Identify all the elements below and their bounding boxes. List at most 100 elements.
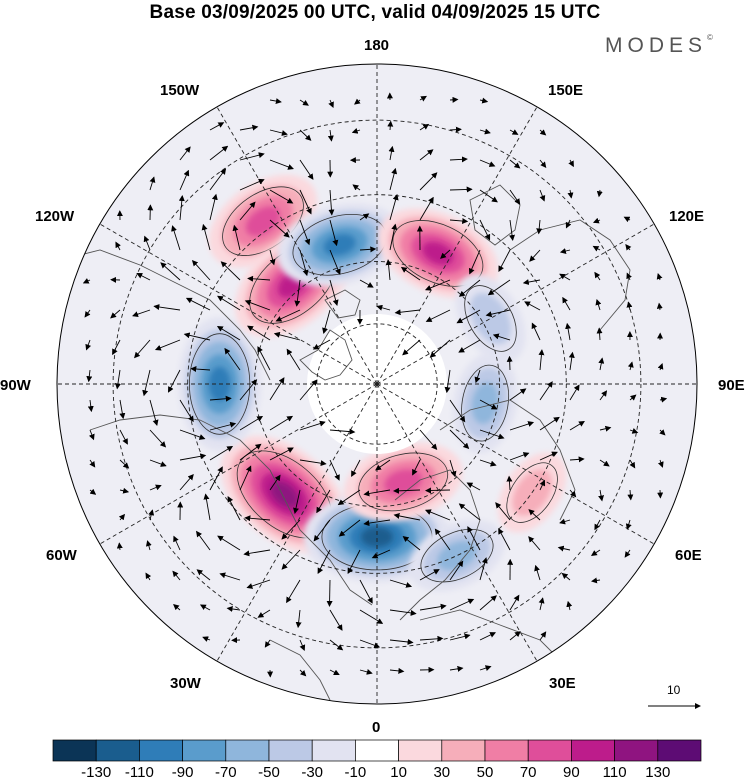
wind-vector-154 xyxy=(506,355,513,371)
wind-vector-139 xyxy=(531,322,541,341)
wind-vector-117 xyxy=(394,309,421,316)
wind-vector-85 xyxy=(625,244,632,251)
wind-vector-298 xyxy=(538,597,545,611)
wind-vector-285 xyxy=(591,577,601,584)
wind-vector-304 xyxy=(329,639,344,651)
wind-vector-172 xyxy=(569,384,580,401)
anomaly-kamchatka-high-level-4 xyxy=(422,241,454,266)
wind-vector-33 xyxy=(568,159,574,168)
lon-label-120e: 120E xyxy=(669,208,705,225)
wind-vector-100 xyxy=(487,279,511,296)
wind-vector-138 xyxy=(492,333,511,341)
wind-vector-281 xyxy=(479,557,488,581)
wind-vector-42 xyxy=(389,167,398,191)
wind-vector-120 xyxy=(485,309,511,318)
wind-vector-94 xyxy=(329,279,339,306)
wind-vector-204 xyxy=(375,459,391,471)
wind-vector-221 xyxy=(293,489,301,514)
wind-vector-240 xyxy=(281,519,301,540)
wind-vector-307 xyxy=(419,635,444,642)
wind-vector-45 xyxy=(479,189,498,203)
wind-vector-288 xyxy=(226,606,241,612)
map-title: Base 03/09/2025 00 UTC, valid 04/09/2025… xyxy=(149,2,601,23)
wind-vector-65 xyxy=(565,219,572,229)
wind-vector-90 xyxy=(191,259,211,281)
wind-vector-295 xyxy=(449,598,475,611)
wind-vector-196 xyxy=(149,459,167,467)
colorbar-swatch-12 xyxy=(571,739,615,762)
brand-name: MODES xyxy=(605,34,708,57)
colorbar-swatch-2 xyxy=(139,739,183,762)
wind-vector-158 xyxy=(627,361,634,371)
wind-vector-113 xyxy=(275,309,301,322)
wind-vector-190 xyxy=(569,420,585,431)
wind-vector-219 xyxy=(239,465,252,491)
wind-vector-141 xyxy=(596,327,603,341)
wind-vector-234 xyxy=(118,513,126,521)
wind-vector-180 xyxy=(209,421,237,431)
wind-vector-266 xyxy=(528,536,541,551)
wind-vector-81 xyxy=(498,249,511,272)
wind-vector-232 xyxy=(627,489,634,501)
wind-vector-80 xyxy=(468,249,481,275)
wind-vector-286 xyxy=(173,603,181,611)
wind-vector-211 xyxy=(599,459,610,467)
wind-vector-66 xyxy=(592,217,601,224)
wind-vector-63 xyxy=(509,219,516,241)
wind-vector-289 xyxy=(257,609,271,618)
wind-vector-245 xyxy=(424,509,451,521)
colorbar-swatch-13 xyxy=(614,739,659,762)
wind-vector-229 xyxy=(539,479,546,491)
brand-mark: © xyxy=(707,33,713,42)
wind-vector-273 xyxy=(219,572,241,581)
colorbar-tick-9: 50 xyxy=(476,764,494,781)
wind-vector-134 xyxy=(312,339,331,350)
wind-vector-249 xyxy=(559,518,571,525)
wind-vector-129 xyxy=(154,339,181,351)
wind-vector-319 xyxy=(479,665,492,671)
wind-vector-242 xyxy=(338,519,361,537)
meridian-240 xyxy=(99,223,378,385)
wind-vector-296 xyxy=(479,595,497,611)
streamline-med-low xyxy=(420,528,494,583)
wind-vector-150 xyxy=(257,346,271,371)
wind-vector-209 xyxy=(539,451,558,461)
wind-vector-16 xyxy=(449,126,462,133)
wind-vector-108 xyxy=(132,309,151,318)
wind-vectors xyxy=(82,92,668,678)
colorbar-tick-11: 90 xyxy=(563,764,580,781)
wind-vector-157 xyxy=(598,357,605,371)
wind-vector-162 xyxy=(149,399,159,426)
wind-vector-310 xyxy=(509,631,521,641)
wind-vector-280 xyxy=(449,560,464,581)
wind-vector-261 xyxy=(371,549,391,559)
wind-vector-276 xyxy=(326,579,333,607)
wind-vector-74 xyxy=(299,249,309,277)
lon-label-150e: 150E xyxy=(548,82,584,99)
wind-vector-256 xyxy=(217,535,241,551)
colorbar-swatch-3 xyxy=(182,739,227,762)
wind-vector-188 xyxy=(509,421,535,431)
reference-vector-label: 10 xyxy=(667,683,681,697)
anomaly-bering-low-level-4 xyxy=(323,233,356,256)
colorbar-tick-13: 130 xyxy=(645,764,671,781)
wind-vector-110 xyxy=(185,297,211,311)
wind-vector-135 xyxy=(402,339,421,356)
wind-vector-159 xyxy=(657,363,664,371)
streamline-kamchatka-high xyxy=(392,220,484,287)
wind-vector-44 xyxy=(449,186,473,193)
wind-vector-106 xyxy=(84,309,91,318)
wind-vector-68 xyxy=(115,241,121,251)
meridian-120 xyxy=(376,223,655,385)
colorbar-tick-0: -130 xyxy=(81,764,112,781)
wind-vector-237 xyxy=(203,493,211,521)
wind-vector-11 xyxy=(299,129,312,141)
wind-vector-12 xyxy=(327,129,334,142)
wind-vector-191 xyxy=(599,425,612,432)
wind-vector-303 xyxy=(299,639,306,652)
wind-vector-294 xyxy=(419,603,447,611)
wind-vector-37 xyxy=(239,178,265,191)
wind-vector-146 xyxy=(142,369,151,397)
wind-vector-57 xyxy=(329,219,339,247)
wind-vector-311 xyxy=(539,631,547,641)
